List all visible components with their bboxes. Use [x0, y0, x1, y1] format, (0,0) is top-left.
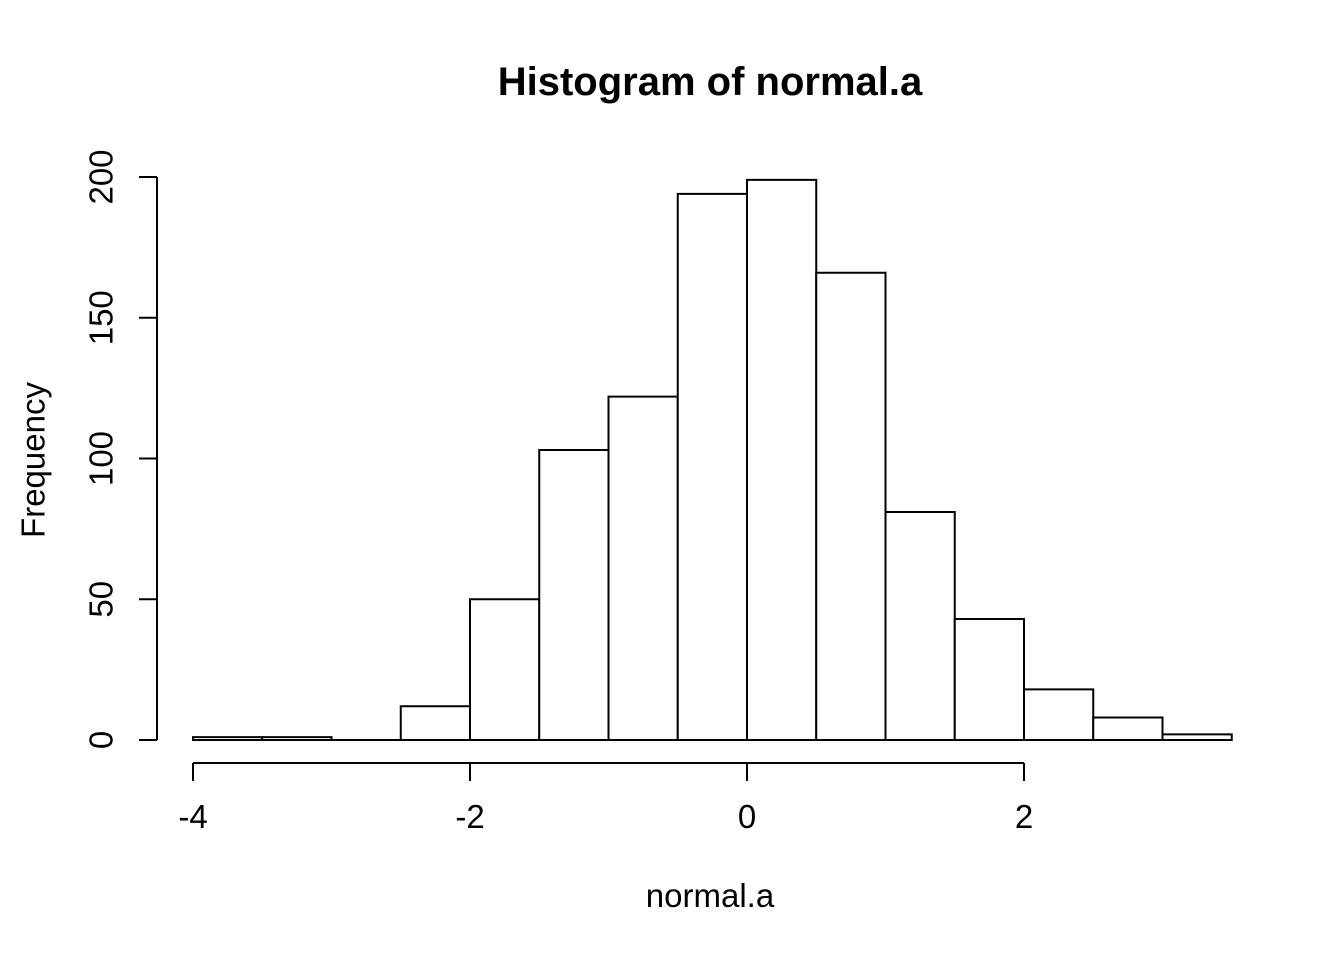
y-axis: 0 50 100 150 200 [83, 149, 158, 749]
y-axis-title: Frequency [15, 382, 52, 538]
y-tick-label: 50 [83, 581, 120, 618]
histogram-bar [746, 178, 818, 741]
y-tick-label: 200 [83, 149, 120, 204]
histogram-bar [1161, 733, 1233, 741]
histogram-bar [815, 271, 887, 741]
chart-title: Histogram of normal.a [498, 60, 923, 104]
y-tick-label: 100 [83, 431, 120, 486]
x-tick-label: 0 [738, 798, 756, 835]
histogram-bar [538, 449, 610, 741]
histogram-bar [469, 598, 541, 741]
histogram-bar [953, 617, 1025, 741]
x-tick-label: 2 [1015, 798, 1033, 835]
histogram-bar [1092, 716, 1164, 741]
y-tick-label: 0 [83, 731, 120, 749]
histogram-bar [884, 510, 956, 741]
histogram-bar [192, 736, 264, 741]
x-axis: -4 -2 0 2 [178, 762, 1033, 835]
y-tick-label: 150 [83, 290, 120, 345]
histogram-bar [1023, 688, 1095, 741]
histogram-bar [676, 192, 748, 741]
x-axis-title: normal.a [646, 877, 775, 914]
histogram-bars [192, 178, 1233, 741]
x-tick-label: -2 [455, 798, 484, 835]
histogram-bar [607, 395, 679, 741]
histogram-bar [399, 705, 471, 741]
histogram-bar [261, 736, 333, 741]
x-tick-label: -4 [178, 798, 207, 835]
